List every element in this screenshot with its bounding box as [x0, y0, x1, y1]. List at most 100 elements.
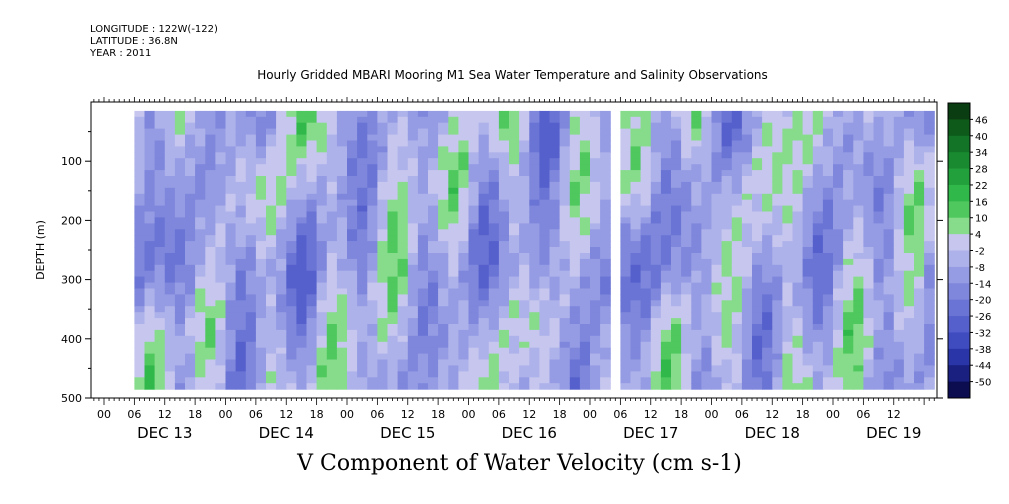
heatmap-cell [478, 235, 490, 242]
heatmap-cell [286, 347, 297, 355]
heatmap-cell [458, 110, 470, 118]
heatmap-cell [650, 377, 662, 384]
heatmap-cell [671, 247, 682, 254]
heatmap-cell [174, 170, 186, 177]
heatmap-cell [863, 187, 875, 195]
heatmap-cell [498, 211, 510, 218]
heatmap-cell [488, 229, 500, 236]
heatmap-cell [509, 324, 520, 331]
heatmap-cell [174, 253, 186, 260]
heatmap-cell [863, 217, 875, 224]
heatmap-cell [822, 211, 834, 218]
heatmap-cell [833, 353, 844, 361]
heatmap-cell [367, 170, 378, 177]
heatmap-cell [468, 110, 480, 118]
heatmap-cell [569, 365, 581, 372]
heatmap-cell [853, 193, 864, 201]
heatmap-cell [762, 377, 773, 384]
heatmap-cell [671, 187, 682, 195]
heatmap-cell [711, 341, 723, 349]
heatmap-cell [691, 258, 702, 266]
heatmap-cell [255, 359, 267, 366]
heatmap-cell [255, 312, 267, 319]
heatmap-cell [519, 223, 530, 230]
heatmap-cell [195, 282, 206, 290]
heatmap-cell [660, 199, 672, 207]
heatmap-cell [620, 110, 632, 118]
heatmap-cell [164, 383, 176, 390]
heatmap-cell [377, 181, 389, 189]
heatmap-cell [822, 187, 834, 195]
heatmap-cell [529, 110, 540, 118]
heatmap-cell [681, 140, 692, 147]
heatmap-cell [458, 122, 470, 130]
heatmap-cell [752, 199, 763, 207]
heatmap-cell [367, 282, 378, 290]
heatmap-cell [276, 377, 287, 384]
heatmap-cell [559, 140, 571, 147]
heatmap-cell [134, 341, 146, 349]
heatmap-cell [650, 253, 662, 260]
heatmap-cell [822, 181, 834, 189]
heatmap-cell [863, 258, 875, 266]
heatmap-cell [195, 187, 206, 195]
heatmap-cell [164, 288, 176, 295]
heatmap-cell [762, 300, 773, 307]
heatmap-cell [691, 128, 702, 136]
heatmap-cell [174, 122, 186, 130]
heatmap-cell [215, 229, 227, 236]
heatmap-cell [357, 300, 368, 307]
heatmap-cell [650, 294, 662, 301]
heatmap-cell [711, 383, 723, 390]
heatmap-cell [428, 300, 439, 307]
heatmap-cell [387, 288, 399, 295]
heatmap-cell [428, 187, 439, 195]
heatmap-cell [924, 110, 935, 118]
heatmap-cell [235, 140, 247, 147]
heatmap-cell [822, 116, 834, 124]
heatmap-cell [914, 270, 925, 278]
heatmap-cell [397, 306, 409, 313]
heatmap-cell [731, 276, 743, 284]
heatmap-cell [640, 371, 652, 378]
heatmap-cell [691, 276, 702, 284]
heatmap-cell [640, 211, 652, 218]
heatmap-cell [731, 110, 743, 118]
heatmap-cell [752, 116, 763, 124]
heatmap-cell [488, 270, 500, 278]
heatmap-cell [812, 181, 824, 189]
heatmap-cell [306, 282, 318, 290]
heatmap-cell [367, 247, 378, 254]
heatmap-cell [873, 223, 885, 230]
heatmap-cell [569, 264, 581, 272]
heatmap-cell [468, 335, 480, 343]
heatmap-cell [711, 264, 723, 272]
heatmap-cell [174, 300, 186, 307]
heatmap-cell [276, 341, 287, 349]
heatmap-cell [387, 371, 399, 378]
heatmap-cell [833, 253, 844, 260]
heatmap-cell [296, 193, 308, 201]
heatmap-cell [600, 347, 611, 355]
heatmap-cell [843, 365, 854, 372]
heatmap-cell [569, 353, 581, 361]
heatmap-cell [478, 229, 490, 236]
heatmap-cell [417, 122, 429, 130]
heatmap-cell [620, 341, 632, 349]
heatmap-cell [863, 276, 875, 284]
heatmap-cell [468, 235, 480, 242]
heatmap-cell [792, 353, 804, 361]
heatmap-cell [255, 318, 267, 325]
heatmap-cell [174, 276, 186, 284]
heatmap-cell [347, 110, 358, 118]
heatmap-cell [792, 110, 804, 118]
heatmap-cell [316, 205, 328, 213]
heatmap-cell [357, 187, 368, 195]
x-day-label: DEC 13 [137, 424, 192, 442]
heatmap-cell [276, 128, 287, 136]
heatmap-cell [488, 276, 500, 284]
heatmap-cell [225, 134, 237, 142]
heatmap-cell [630, 181, 642, 189]
heatmap-cell [731, 318, 743, 325]
heatmap-cell [924, 158, 935, 165]
